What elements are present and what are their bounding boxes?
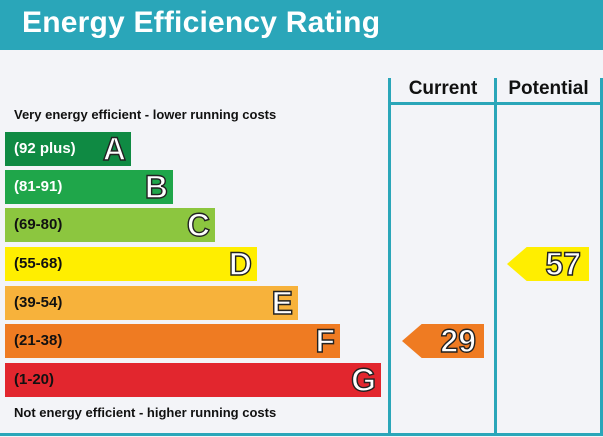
band-a: (92 plus) A: [5, 131, 131, 167]
current-arrow-shape: [402, 324, 484, 358]
band-letter: A: [102, 131, 127, 167]
current-rating-value: 29: [440, 323, 477, 359]
potential-arrow-shape: [507, 247, 589, 281]
band-b: (81-91) B: [5, 169, 173, 205]
band-range-label: (92 plus): [14, 140, 76, 157]
column-divider-right: [600, 78, 603, 434]
band-range-label: (39-54): [14, 294, 63, 311]
band-letter: D: [228, 246, 253, 282]
band-letter: C: [186, 207, 211, 243]
potential-rating-value: 57: [545, 246, 582, 282]
band-letter: B: [144, 169, 169, 205]
potential-rating-arrow: 57: [507, 246, 589, 282]
potential-column-header: Potential: [508, 78, 589, 99]
title-bar: Energy Efficiency Rating: [0, 0, 603, 50]
inefficient-note: Not energy efficient - higher running co…: [14, 405, 277, 420]
current-column-header: Current: [408, 78, 478, 99]
column-divider-left: [388, 78, 391, 434]
band-d: (55-68) D: [5, 246, 257, 282]
chart-title: Energy Efficiency Rating: [22, 6, 381, 39]
band-g: (1-20) G: [5, 362, 381, 398]
band-range-label: (81-91): [14, 178, 63, 195]
band-range-label: (21-38): [14, 332, 63, 349]
band-f: (21-38) F: [5, 323, 340, 359]
efficient-note: Very energy efficient - lower running co…: [14, 107, 277, 122]
band-letter: E: [271, 285, 294, 321]
band-range-label: (1-20): [14, 371, 55, 388]
current-rating-arrow: 29: [402, 323, 484, 359]
band-e: (39-54) E: [5, 285, 298, 321]
band-range-label: (69-80): [14, 216, 63, 233]
bottom-border: [0, 433, 603, 436]
band-range-label: (55-68): [14, 255, 63, 272]
band-letter: G: [350, 362, 376, 398]
band-c: (69-80) C: [5, 207, 215, 243]
band-letter: F: [315, 323, 336, 359]
column-divider-middle: [494, 78, 497, 434]
